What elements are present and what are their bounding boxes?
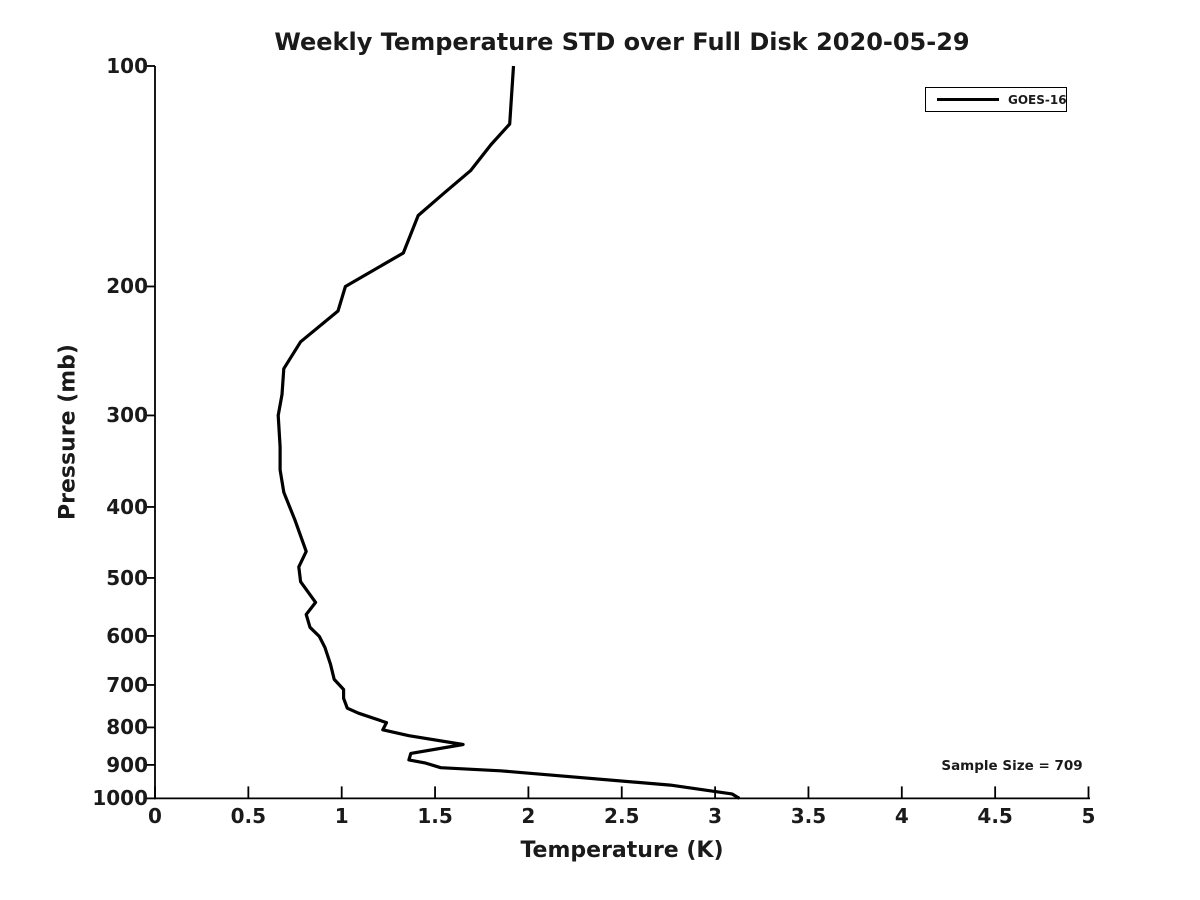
legend-box: GOES-16	[925, 87, 1067, 112]
y-axis-label: Pressure (mb)	[55, 344, 81, 520]
x-tick-label: 3.5	[790, 804, 827, 828]
y-tick-label: 200	[106, 274, 148, 299]
x-tick-label: 4.5	[977, 804, 1013, 828]
x-tick-label: 2.5	[604, 804, 640, 828]
y-tick-label: 600	[106, 623, 148, 648]
legend-entry-label: GOES-16	[1008, 92, 1067, 107]
x-tick-label: 2	[521, 804, 536, 828]
sample-size-annotation: Sample Size = 709	[941, 758, 1083, 774]
x-tick-label: 1	[334, 804, 349, 828]
chart-title: Weekly Temperature STD over Full Disk 20…	[274, 28, 970, 56]
x-tick-label: 0	[148, 804, 162, 828]
y-tick-label: 1000	[92, 786, 148, 811]
x-tick-label: 4	[894, 804, 909, 828]
x-tick-label: 5	[1081, 804, 1096, 828]
y-tick-label: 700	[106, 672, 148, 697]
series-line-goes16	[276, 65, 741, 800]
x-tick-label: 3	[708, 804, 723, 828]
x-tick-label: 0.5	[230, 804, 267, 828]
y-tick-label: 100	[106, 54, 148, 78]
x-tick-label: 1.5	[417, 804, 453, 828]
y-tick-label: 400	[106, 494, 148, 519]
x-axis-label: Temperature (K)	[520, 838, 724, 863]
y-tick-label: 500	[106, 565, 148, 590]
legend-line-swatch	[937, 98, 999, 101]
y-tick-label: 900	[106, 752, 148, 777]
y-tick-label: 800	[106, 715, 148, 740]
y-tick-label: 300	[106, 403, 148, 428]
